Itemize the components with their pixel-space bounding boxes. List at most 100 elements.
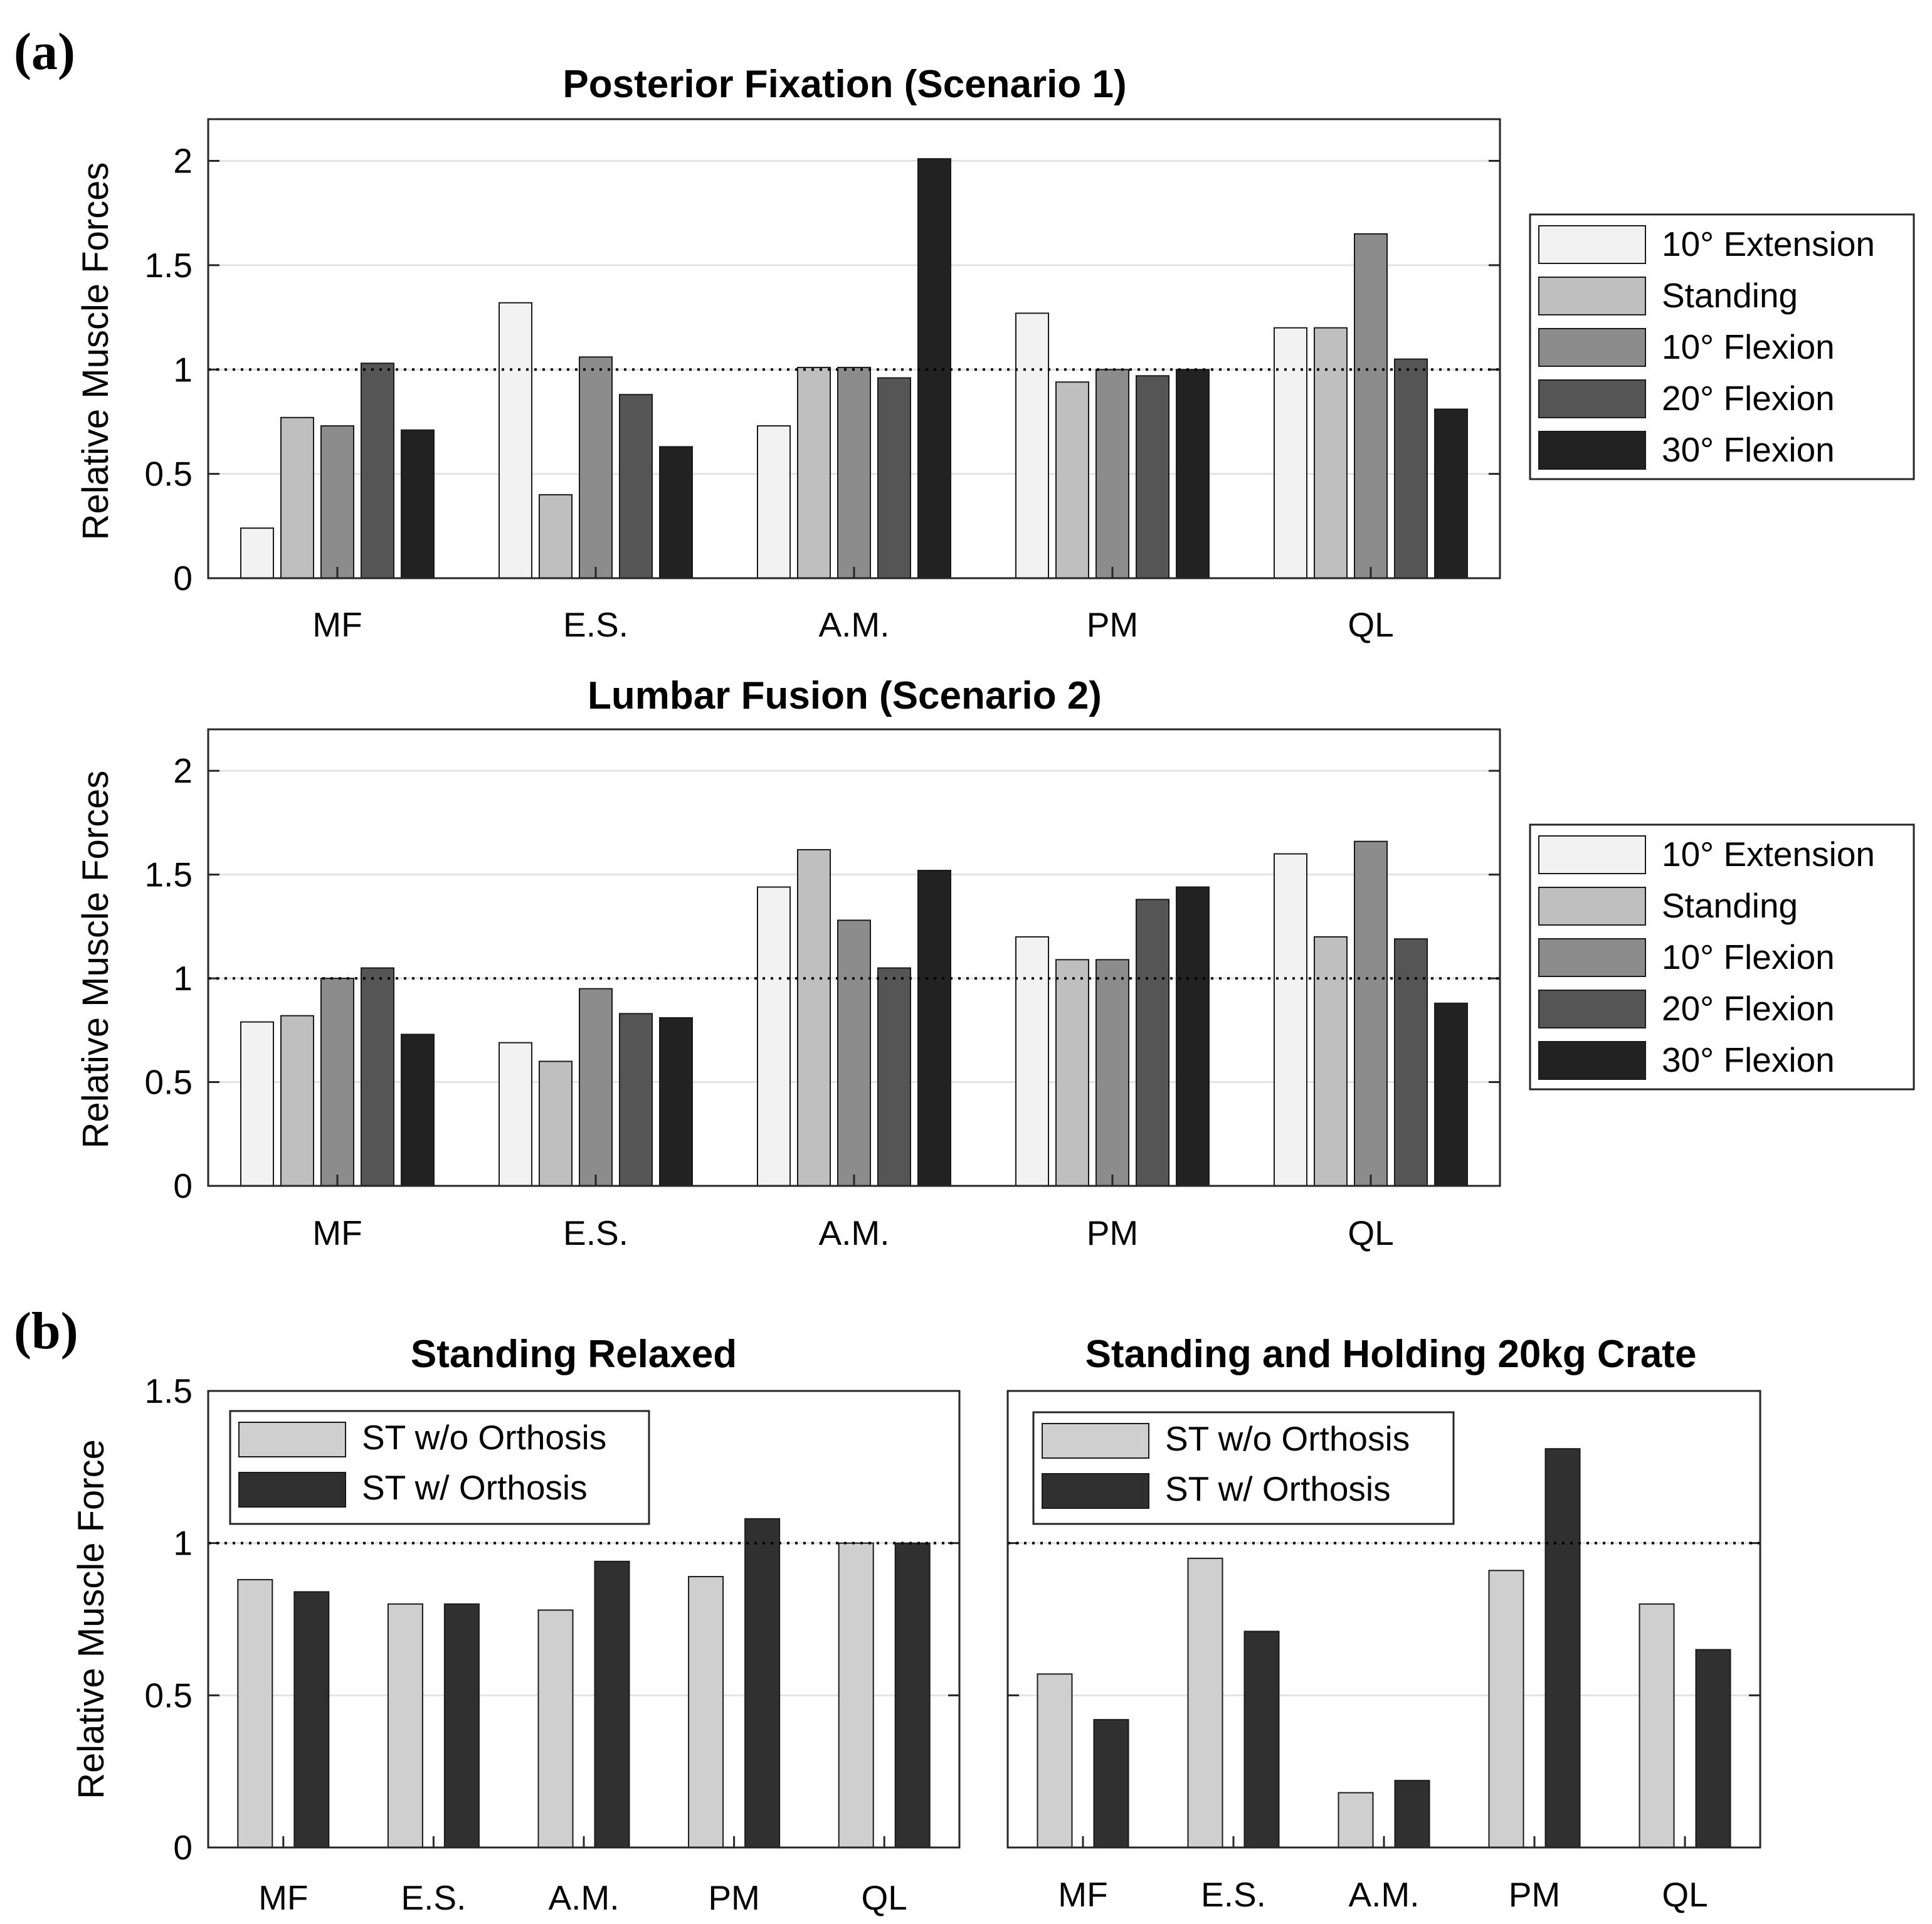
x-tick-label: QL <box>1662 1875 1708 1914</box>
bar <box>1274 853 1307 1187</box>
bar <box>1187 1557 1223 1849</box>
bar <box>361 362 394 579</box>
y-tick-label: 0 <box>173 559 193 598</box>
bar <box>1015 312 1049 579</box>
x-tick-label: MF <box>258 1878 308 1917</box>
bar <box>361 967 394 1187</box>
axes-frame <box>1006 1390 1761 1849</box>
legend-label: 20° Flexion <box>1662 379 1835 418</box>
x-tick-label: PM <box>1087 1213 1139 1252</box>
y-tick-label: 1 <box>173 1524 193 1563</box>
y-tick-label: 1.5 <box>145 1372 193 1410</box>
legend-label: 10° Extension <box>1662 225 1875 263</box>
panel-label-b: (b) <box>14 1302 78 1360</box>
bar <box>539 494 573 579</box>
x-tick-label: QL <box>862 1878 907 1917</box>
bar <box>280 1015 314 1187</box>
y-tick-label: 0.5 <box>145 1063 193 1102</box>
legend-label: ST w/o Orthosis <box>362 1418 606 1457</box>
bar <box>1695 1649 1731 1849</box>
legend-swatch <box>1538 990 1646 1028</box>
legend-swatch <box>1538 835 1646 874</box>
x-tick-label: MF <box>312 605 362 644</box>
legend-swatch <box>1538 431 1646 470</box>
x-tick-label: QL <box>1348 605 1393 644</box>
bar <box>1176 886 1210 1187</box>
legend-label: Standing <box>1662 886 1798 925</box>
x-tick-label: MF <box>1058 1875 1107 1914</box>
legend-swatch <box>1538 225 1646 264</box>
bar <box>1434 408 1468 579</box>
bar <box>499 1042 532 1187</box>
legend-swatch <box>1538 328 1646 367</box>
chart-posterior-fixation: Posterior Fixation (Scenario 1) 0 0.5 1 1.5 2… <box>75 63 1915 644</box>
chart-title: Standing Relaxed <box>411 1333 737 1376</box>
x-tick-label: QL <box>1348 1213 1393 1252</box>
bar <box>797 366 831 579</box>
bar <box>1639 1603 1675 1849</box>
bar <box>1055 959 1089 1187</box>
bar <box>659 446 693 579</box>
bar <box>1488 1570 1524 1848</box>
legend-swatch <box>1538 938 1646 977</box>
x-tick-label: E.S. <box>563 605 628 644</box>
legend-label: 30° Flexion <box>1662 1040 1835 1079</box>
bar <box>1095 369 1129 579</box>
bar <box>401 429 435 579</box>
y-tick-label: 0 <box>173 1828 193 1867</box>
legend-swatch <box>1042 1423 1149 1459</box>
legend-label: ST w/ Orthosis <box>1165 1469 1391 1508</box>
legend-swatch <box>238 1472 346 1508</box>
bar <box>838 1542 874 1849</box>
bar <box>877 377 911 579</box>
bar <box>1394 358 1428 579</box>
bar <box>1176 369 1210 579</box>
y-axis-label: Relative Muscle Forces <box>75 771 116 1149</box>
bar <box>320 978 354 1187</box>
legend-swatch <box>1538 887 1646 926</box>
legend-label: ST w/ Orthosis <box>362 1468 588 1507</box>
y-tick-label: 1 <box>173 959 193 998</box>
y-tick-label: 0.5 <box>145 1676 193 1715</box>
bar <box>594 1560 630 1848</box>
chart-standing-relaxed: Standing Relaxed 0 0.5 1 1.5 MF E.S. A.M. PM QL Re… <box>71 1333 961 1917</box>
x-tick-label: PM <box>1509 1875 1561 1914</box>
bar <box>401 1033 435 1187</box>
bar <box>837 366 871 579</box>
bar <box>1037 1673 1073 1849</box>
chart-title: Lumbar Fusion (Scenario 2) <box>588 674 1102 717</box>
bar <box>619 1013 653 1187</box>
bar <box>837 919 871 1187</box>
x-tick-label: A.M. <box>548 1878 619 1917</box>
bar <box>537 1609 574 1848</box>
bar <box>1274 327 1307 579</box>
bar <box>917 870 951 1187</box>
axes-frame <box>207 118 1501 579</box>
bar <box>659 1017 693 1187</box>
legend-label: 10° Flexion <box>1662 938 1835 976</box>
panel-label-a: (a) <box>14 23 75 81</box>
bar <box>1354 233 1388 579</box>
y-tick-label: 1.5 <box>145 246 193 285</box>
chart-title: Standing and Holding 20kg Crate <box>1085 1333 1697 1376</box>
bar <box>1093 1719 1129 1848</box>
bar <box>1314 327 1348 579</box>
bar <box>280 416 314 579</box>
bar <box>240 527 274 579</box>
bar <box>894 1542 931 1849</box>
bar <box>757 425 791 579</box>
bar <box>619 394 653 579</box>
x-tick-label: PM <box>1087 605 1139 644</box>
bar <box>757 886 791 1187</box>
legend-label: 10° Extension <box>1662 835 1875 874</box>
bar <box>1055 381 1089 579</box>
y-axis-label: Relative Muscle Forces <box>75 162 116 541</box>
chart-standing-holding-crate: Standing and Holding 20kg Crate MF E.S. A.M… <box>1006 1333 1761 1914</box>
axes-frame <box>207 1390 961 1849</box>
bar <box>1338 1792 1374 1848</box>
bar <box>443 1603 480 1849</box>
legend-swatch <box>1538 379 1646 418</box>
bar <box>797 848 831 1187</box>
bar <box>1434 1002 1468 1187</box>
y-tick-label: 0 <box>173 1166 193 1205</box>
